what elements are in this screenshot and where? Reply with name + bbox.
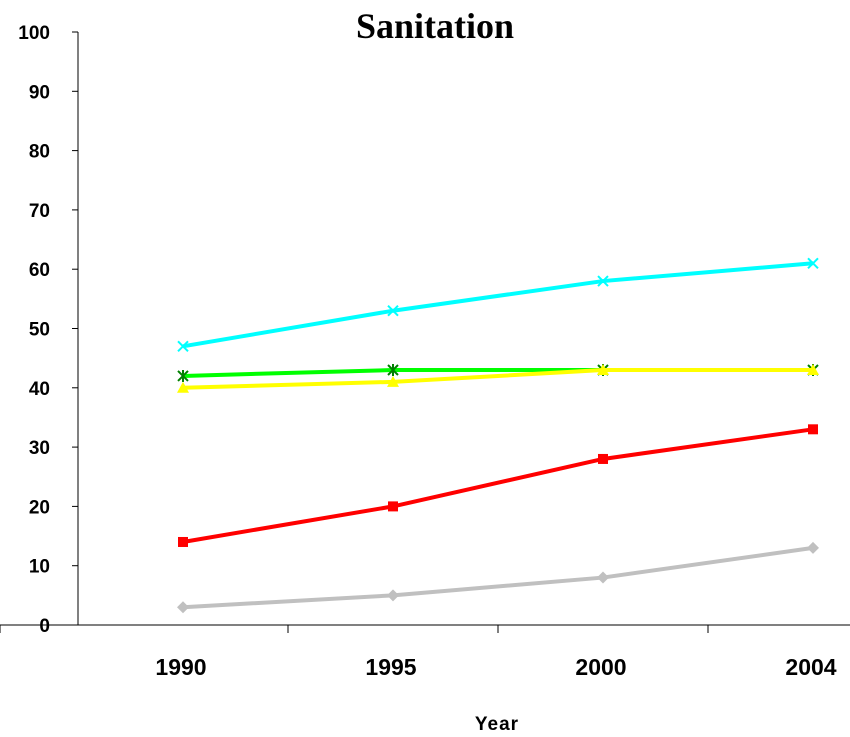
data-point-diamond xyxy=(387,589,399,602)
data-point-diamond xyxy=(807,541,819,554)
data-point-asterisk xyxy=(177,369,189,382)
series-2 xyxy=(177,364,819,382)
data-point-square xyxy=(178,536,188,547)
series-line xyxy=(182,545,814,610)
series-5 xyxy=(177,541,819,614)
data-point-x xyxy=(807,257,819,269)
y-tick-label: 10 xyxy=(29,557,50,578)
data-point-triangle xyxy=(387,375,399,387)
x-tick-label: 2004 xyxy=(785,654,836,680)
series-line xyxy=(182,368,813,390)
y-tick-label: 30 xyxy=(29,438,50,459)
chart-axes xyxy=(0,31,850,633)
y-tick-labels: 0 10 20 30 40 50 60 70 80 90 100 xyxy=(18,23,50,637)
data-point-triangle xyxy=(807,364,819,376)
y-tick-label: 40 xyxy=(29,379,50,400)
data-point-asterisk xyxy=(387,364,399,377)
y-tick-label: 90 xyxy=(29,82,50,103)
series-4 xyxy=(178,424,818,547)
y-tick-label: 60 xyxy=(29,260,50,281)
x-tick-label: 2000 xyxy=(575,654,626,680)
chart-series xyxy=(177,257,819,614)
data-point-square xyxy=(598,453,608,464)
x-axis-label: Year xyxy=(475,714,519,735)
data-point-x xyxy=(177,340,189,352)
y-tick-label: 20 xyxy=(29,497,50,518)
y-tick-label: 80 xyxy=(29,142,50,163)
series-1 xyxy=(177,257,819,352)
data-point-diamond xyxy=(597,571,609,584)
x-tick-labels: 1990 1995 2000 2004 xyxy=(155,654,836,680)
data-point-square xyxy=(808,424,818,435)
data-point-triangle xyxy=(597,364,609,376)
data-point-triangle xyxy=(177,381,189,393)
data-point-x xyxy=(387,305,399,317)
y-tick-label: 50 xyxy=(29,320,50,341)
series-line xyxy=(182,427,814,544)
data-point-x xyxy=(597,275,609,287)
data-point-square xyxy=(388,501,398,512)
chart-title: Sanitation xyxy=(356,6,514,46)
series-3 xyxy=(177,364,819,393)
y-tick-label: 0 xyxy=(39,616,50,637)
x-tick-label: 1995 xyxy=(365,654,416,680)
series-line xyxy=(182,261,814,349)
data-point-diamond xyxy=(177,601,189,614)
y-tick-label: 100 xyxy=(18,23,50,44)
y-tick-label: 70 xyxy=(29,201,50,222)
x-tick-label: 1990 xyxy=(155,654,206,680)
